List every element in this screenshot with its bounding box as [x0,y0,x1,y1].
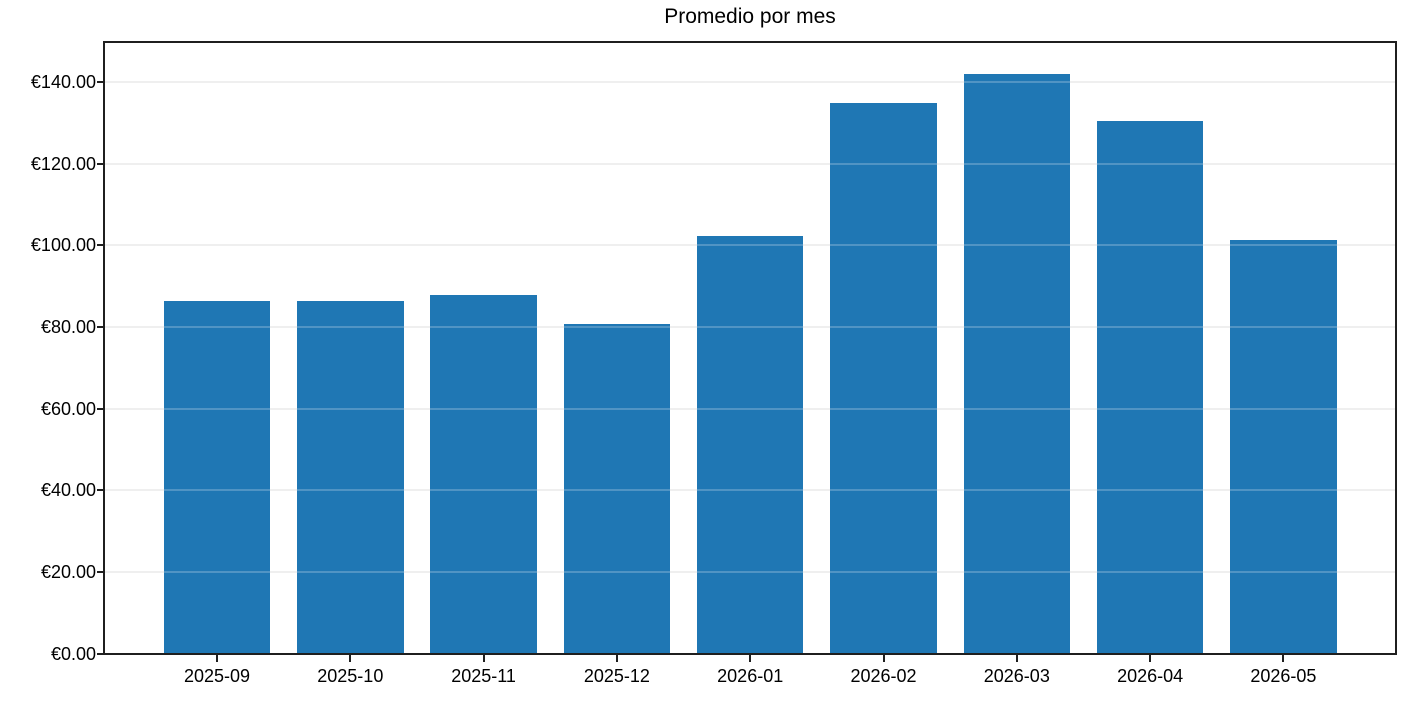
x-axis-tick-label: 2025-11 [451,666,516,686]
gridline [105,162,1395,165]
chart-title: Promedio por mes [664,5,836,28]
x-tick-mark [1149,654,1152,662]
bar-2025-10 [297,301,404,653]
x-tick-mark [1282,654,1285,662]
y-axis-tick-label: €100.00 [30,235,96,256]
y-tick-mark [97,407,105,410]
x-axis-tick-label: 2025-12 [583,666,650,686]
bar-2025-09 [163,300,271,653]
y-axis-tick-label: €140.00 [30,72,96,93]
x-tick-mark [1015,654,1018,662]
gridline [105,81,1395,84]
y-tick-mark [97,244,105,247]
x-tick-mark [216,654,218,662]
bar-2025-12 [563,323,671,653]
y-tick-mark [97,489,105,492]
bar-2026-03 [963,73,1071,653]
y-axis-tick-label: €120.00 [30,153,96,174]
y-tick-mark [97,652,105,655]
x-axis-tick-label: 2026-02 [850,666,917,686]
y-axis-tick-label: €60.00 [40,398,96,419]
x-tick-mark [882,654,885,662]
x-tick-mark [482,654,485,662]
x-axis-tick-label: 2025-10 [317,666,384,686]
bar-2026-02 [830,102,937,653]
x-axis-tick-label: 2026-03 [983,666,1050,686]
y-axis-tick-label: €0.00 [50,643,96,664]
bar-2025-11 [430,294,537,653]
x-axis-tick-label: 2025-09 [183,666,251,686]
plot-area [105,43,1395,653]
y-tick-mark [97,162,105,165]
y-tick-mark [97,570,105,573]
y-tick-mark [97,81,105,84]
x-axis-tick-label: 2026-01 [717,666,784,686]
x-tick-mark [749,654,752,662]
x-axis-tick-label: 2026-05 [1250,666,1317,686]
x-tick-mark [615,654,618,662]
y-tick-mark [97,326,105,329]
bar-2026-01 [696,235,804,653]
x-axis-tick-label: 2026-04 [1117,666,1184,686]
y-axis-tick-label: €40.00 [40,480,96,501]
y-axis-tick-label: €80.00 [40,317,96,338]
y-axis-tick-label: €20.00 [40,561,96,582]
x-tick-mark [349,654,352,662]
bar-2026-04 [1096,121,1204,653]
bar-2026-05 [1230,239,1337,653]
